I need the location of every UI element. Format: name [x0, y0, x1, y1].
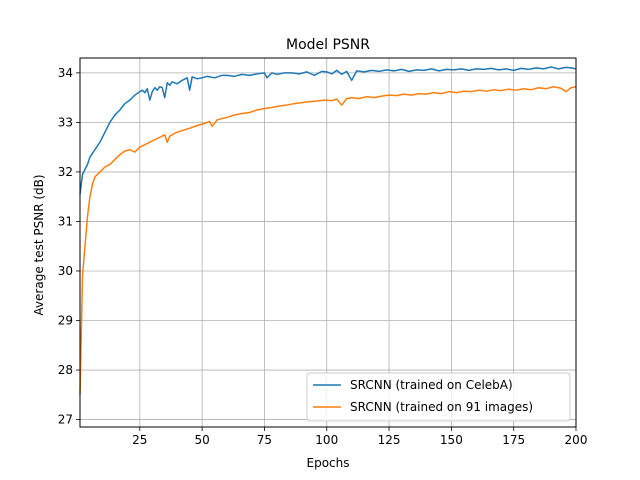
y-tick-label: 32 — [58, 165, 73, 179]
x-tick-label: 75 — [257, 433, 272, 447]
legend-box — [306, 372, 571, 422]
y-tick-label: 33 — [58, 115, 73, 129]
y-tick-label: 34 — [58, 66, 73, 80]
series-lines — [79, 66, 577, 395]
y-tick-label: 29 — [58, 314, 73, 328]
legend-entry-label: SRCNN (trained on CelebA) — [350, 378, 513, 392]
plot-frame — [79, 57, 577, 428]
x-tick-label: 100 — [315, 433, 338, 447]
x-tick-label: 125 — [378, 433, 401, 447]
x-tick-label: 200 — [565, 433, 588, 447]
series-line-2 — [79, 85, 577, 395]
x-axis-label: Epochs — [307, 456, 350, 470]
series-line-1 — [79, 66, 577, 195]
legend-entry-label: SRCNN (trained on 91 images) — [350, 400, 533, 414]
y-axis-label: Average test PSNR (dB) — [32, 174, 46, 315]
y-tick-label: 31 — [58, 214, 73, 228]
x-tick-label: 25 — [132, 433, 147, 447]
axis-ticks: 25 50 75 100 125 150 175 200 27 28 29 30 31 32 33 34 — [58, 66, 588, 447]
y-tick-label: 30 — [58, 264, 73, 278]
y-tick-label: 27 — [58, 413, 73, 427]
chart-title: Model PSNR — [286, 37, 370, 53]
y-tick-label: 28 — [58, 363, 73, 377]
x-tick-label: 175 — [502, 433, 525, 447]
gridlines — [80, 58, 577, 427]
x-tick-label: 50 — [194, 433, 209, 447]
legend: SRCNN (trained on CelebA) SRCNN (trained … — [306, 372, 571, 422]
x-tick-label: 150 — [440, 433, 463, 447]
